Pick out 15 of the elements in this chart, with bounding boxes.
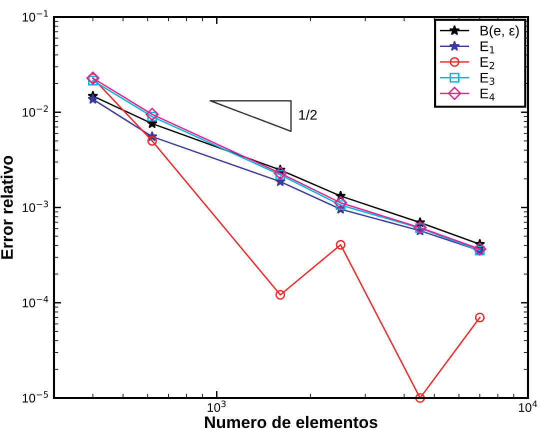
annotation: 1/2 [299,110,317,120]
y-axis-title: Error relativo [0,156,13,259]
x-tick-label: 10$^{3}$ [208,400,226,412]
x-axis-title: Numero de elementos [205,416,378,428]
x-tick-label: 10$^{4}$ [518,400,538,412]
y-tick-label: 10$^{−1}$ [22,10,48,22]
legend-label: E$_{3}$ [480,72,494,85]
y-tick-label: 10$^{−3}$ [22,200,48,212]
legend-label: E$_{1}$ [480,42,494,54]
y-tick-label: 10$^{−2}$ [22,105,48,117]
y-tick-label: 10$^{−4}$ [22,296,48,308]
y-tick-label: 10$^{−5}$ [22,391,48,403]
legend-label: E$_{2}$ [480,57,494,70]
legend-label: E$_{4}$ [480,88,495,101]
legend-label: B(e, ε) [480,25,519,38]
